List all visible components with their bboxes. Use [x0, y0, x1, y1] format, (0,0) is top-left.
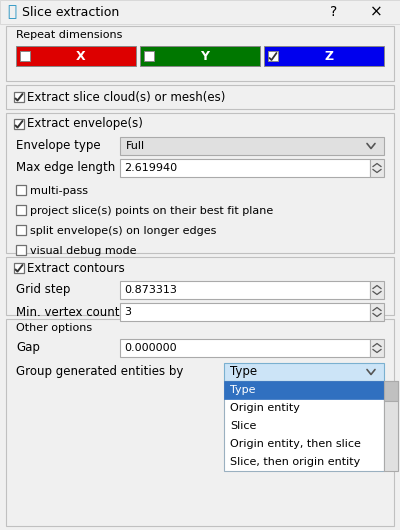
Bar — [144, 51, 154, 61]
Bar — [6, 26, 394, 81]
Text: Repeat dimensions: Repeat dimensions — [16, 30, 122, 40]
Text: project slice(s) points on their best fit plane: project slice(s) points on their best fi… — [30, 206, 273, 216]
Text: Full: Full — [126, 141, 145, 151]
Text: multi-pass: multi-pass — [30, 186, 88, 196]
Text: Extract contours: Extract contours — [27, 261, 125, 275]
Text: Slice: Slice — [230, 421, 256, 431]
Text: Slice extraction: Slice extraction — [22, 5, 119, 19]
Bar — [20, 51, 30, 61]
Text: Origin entity, then slice: Origin entity, then slice — [230, 439, 361, 449]
Text: split envelope(s) on longer edges: split envelope(s) on longer edges — [30, 226, 216, 236]
Text: X: X — [76, 49, 86, 63]
Bar — [370, 303, 384, 321]
Bar — [140, 46, 260, 66]
Text: Y: Y — [200, 49, 210, 63]
Bar — [6, 85, 394, 109]
Text: Min. vertex count: Min. vertex count — [16, 305, 120, 319]
Bar — [120, 281, 370, 299]
Bar — [384, 381, 398, 471]
Bar — [370, 339, 384, 357]
Text: Envelope type: Envelope type — [16, 139, 101, 153]
Text: 3: 3 — [124, 307, 131, 317]
Text: Gap: Gap — [16, 341, 40, 355]
Text: 0.873313: 0.873313 — [124, 285, 177, 295]
Bar — [264, 46, 384, 66]
Text: Grid step: Grid step — [16, 284, 70, 296]
Bar — [224, 381, 384, 399]
Text: ?: ? — [330, 5, 338, 19]
Bar — [370, 281, 384, 299]
Text: ×: × — [370, 4, 382, 20]
Bar — [6, 257, 394, 315]
Bar — [16, 46, 136, 66]
Text: Z: Z — [324, 49, 334, 63]
Bar — [384, 381, 398, 401]
Text: Other options: Other options — [16, 323, 92, 333]
Bar — [120, 137, 384, 155]
Bar — [370, 159, 384, 177]
Text: Type: Type — [230, 385, 256, 395]
Bar — [14, 119, 24, 129]
Bar — [120, 159, 370, 177]
Bar — [120, 303, 370, 321]
Text: Extract envelope(s): Extract envelope(s) — [27, 118, 143, 130]
Bar — [120, 339, 370, 357]
Bar — [14, 263, 24, 273]
Bar — [224, 363, 384, 381]
Bar — [268, 51, 278, 61]
Text: 0.000000: 0.000000 — [124, 343, 177, 353]
Bar — [224, 381, 384, 471]
Bar — [16, 185, 26, 195]
Bar — [6, 319, 394, 526]
Bar — [16, 225, 26, 235]
Bar — [14, 92, 24, 102]
Text: Type: Type — [230, 366, 257, 378]
Bar — [6, 113, 394, 253]
Text: Ⓒ: Ⓒ — [7, 4, 16, 20]
Text: Origin entity: Origin entity — [230, 403, 300, 413]
Bar — [0, 0, 400, 24]
Bar — [16, 245, 26, 255]
Text: visual debug mode: visual debug mode — [30, 246, 136, 256]
Text: Slice, then origin entity: Slice, then origin entity — [230, 457, 360, 467]
Text: Extract slice cloud(s) or mesh(es): Extract slice cloud(s) or mesh(es) — [27, 91, 225, 103]
Bar — [16, 205, 26, 215]
Text: Group generated entities by: Group generated entities by — [16, 366, 183, 378]
Text: Max edge length: Max edge length — [16, 162, 115, 174]
Text: 2.619940: 2.619940 — [124, 163, 177, 173]
